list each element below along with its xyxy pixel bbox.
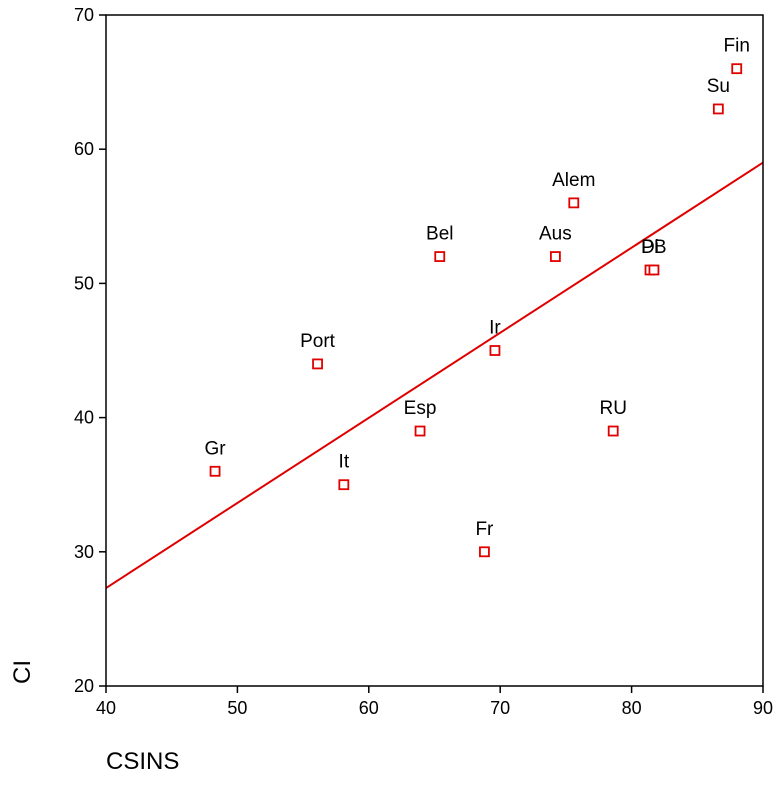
y-axis-ticks: 20 30 40 50 60 70 <box>74 5 106 696</box>
y-tick-label: 20 <box>74 676 94 696</box>
x-axis-label: CSINS <box>106 748 179 775</box>
point-label: Port <box>300 331 336 352</box>
data-point <box>414 425 426 437</box>
data-point <box>338 479 350 491</box>
data-point <box>731 63 743 75</box>
data-point <box>607 425 619 437</box>
point-label: PB <box>641 237 666 258</box>
data-point <box>568 197 580 209</box>
data-point <box>648 264 660 276</box>
y-axis-label: CI <box>9 660 36 684</box>
data-point <box>312 358 323 370</box>
y-tick-label: 60 <box>74 139 94 159</box>
y-tick-label: 40 <box>74 408 94 428</box>
point-label: RU <box>599 398 626 419</box>
x-axis-ticks: 40 50 60 70 80 90 <box>96 686 773 718</box>
y-tick-label: 70 <box>74 5 94 25</box>
x-tick-label: 80 <box>622 698 642 718</box>
fit-line-layer <box>105 161 764 589</box>
data-point <box>712 103 724 115</box>
point-label: It <box>339 452 350 473</box>
point-label: Alem <box>552 170 595 191</box>
y-tick-label: 30 <box>74 542 94 562</box>
point-label: Ir <box>489 318 501 339</box>
data-point <box>209 465 221 477</box>
x-tick-label: 70 <box>490 698 510 718</box>
x-tick-label: 60 <box>359 698 379 718</box>
data-point <box>489 345 501 356</box>
regression-line <box>105 161 764 589</box>
data-point <box>549 251 561 262</box>
data-point <box>434 251 446 262</box>
x-tick-label: 50 <box>227 698 247 718</box>
data-point <box>479 546 490 558</box>
x-tick-label: 40 <box>96 698 116 718</box>
plot-frame <box>105 14 764 687</box>
y-tick-label: 50 <box>74 273 94 293</box>
point-label: Aus <box>539 224 572 245</box>
x-tick-label: 90 <box>753 698 773 718</box>
point-label: Fin <box>724 36 750 57</box>
point-label: Su <box>707 76 730 97</box>
point-label: Bel <box>426 224 453 245</box>
point-label: Gr <box>205 438 227 459</box>
point-label: Fr <box>475 519 494 540</box>
point-label: Esp <box>404 398 437 419</box>
point-label: Di <box>641 237 659 258</box>
